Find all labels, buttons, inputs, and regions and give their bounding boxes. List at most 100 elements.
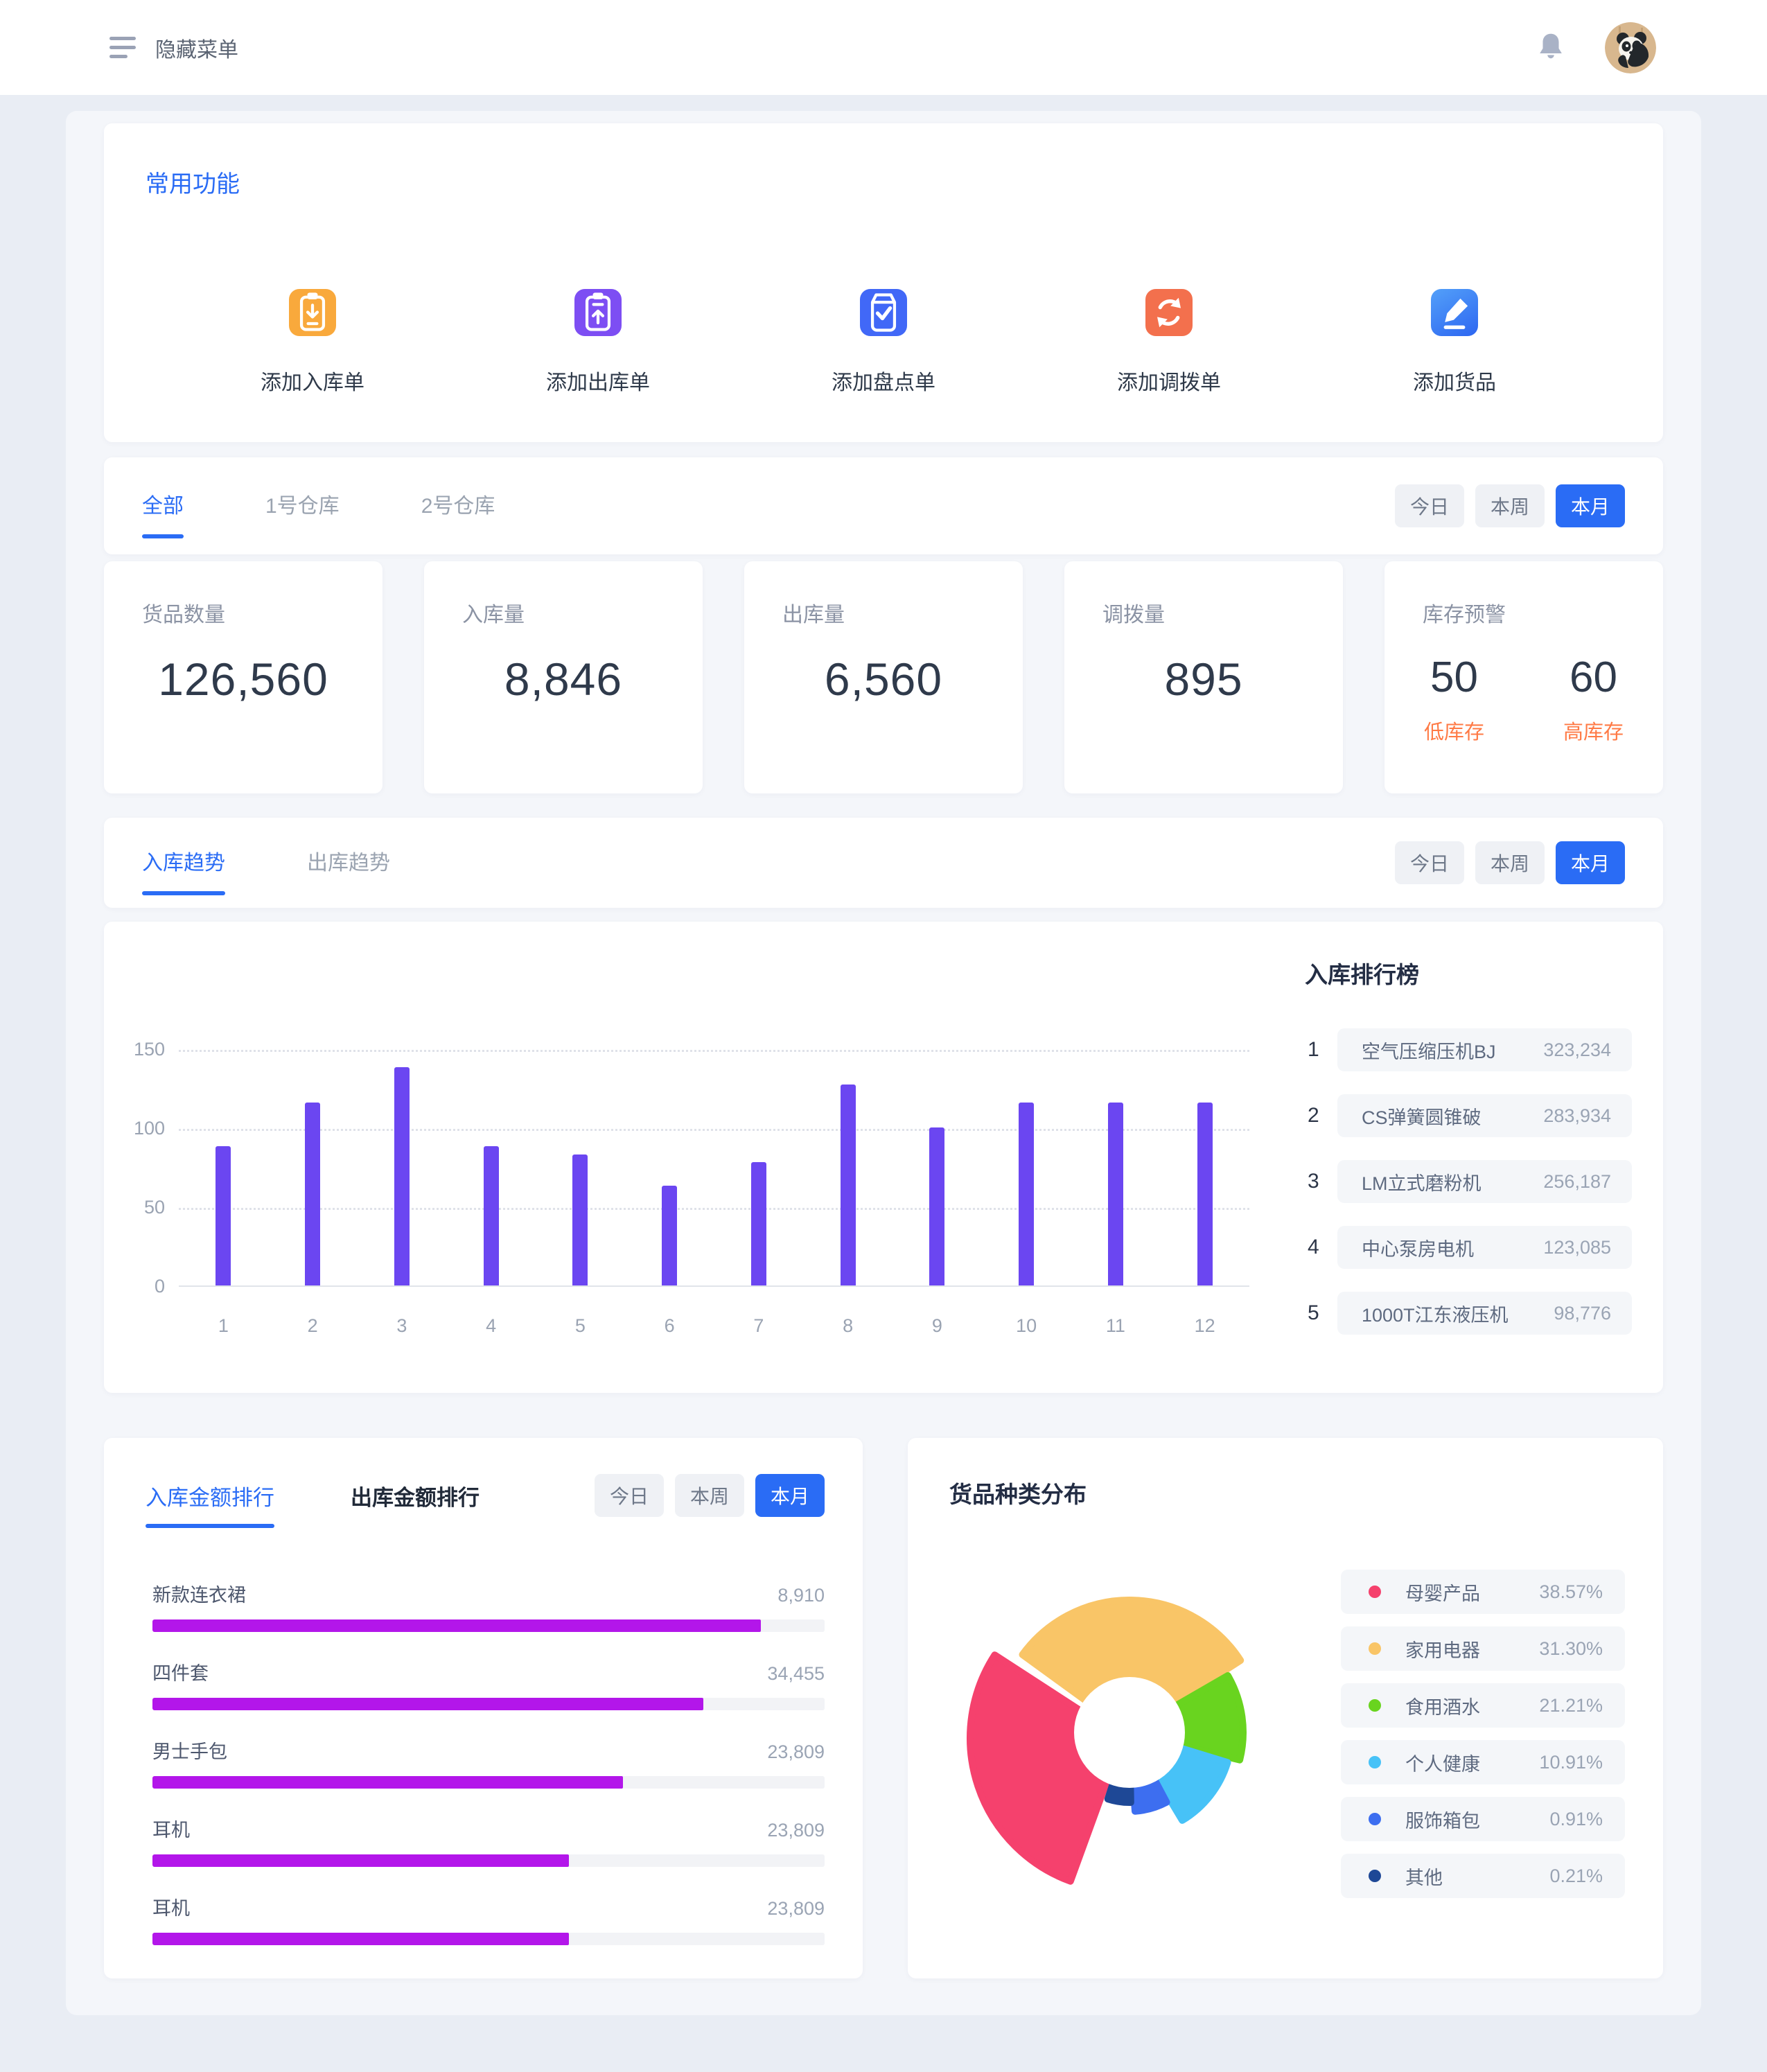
tab-inbound-amount-ranking[interactable]: 入库金额排行 [146,1480,274,1528]
legend-dot [1369,1813,1381,1825]
trend-bar [662,1186,678,1285]
amount-label: 耳机 [152,1820,190,1841]
tab-outbound-trend[interactable]: 出库趋势 [307,852,390,875]
quick-action-add-outbound-order[interactable]: 添加出库单 [455,289,741,396]
quick-actions-title: 常用功能 [146,171,240,197]
tab-inbound-trend[interactable]: 入库趋势 [142,845,225,895]
quick-action-add-inbound-order[interactable]: 添加入库单 [170,289,455,396]
range-week-button[interactable]: 本周 [1475,841,1545,884]
ranking-row: 2 CS弹簧圆锥破 283,934 [1299,1094,1632,1137]
trend-bar [216,1146,231,1285]
bar-slot [625,1050,714,1285]
quick-action-add-transfer-order[interactable]: 添加调拨单 [1026,289,1312,396]
x-tick-label: 4 [486,1315,497,1336]
topbar: 隐藏菜单 [0,0,1767,95]
bell-icon[interactable] [1535,30,1567,65]
tab-all-warehouses[interactable]: 全部 [142,489,184,538]
trend-bar [1019,1102,1035,1285]
range-today-button[interactable]: 今日 [594,1474,664,1517]
legend-dot [1369,1699,1381,1712]
trend-bar [483,1146,499,1285]
tab-warehouse-1[interactable]: 1号仓库 [265,495,340,518]
range-month-button[interactable]: 本月 [1555,484,1625,527]
ranking-row: 4 中心泵房电机 123,085 [1299,1226,1632,1269]
inbound-ranking-panel: 入库排行榜 1 空气压缩压机BJ 323,234 2 CS弹簧圆锥破 283, [1299,956,1632,1358]
quick-action-label: 添加调拨单 [1117,371,1221,394]
legend-dot [1369,1756,1381,1768]
amount-value: 23,809 [767,1898,825,1919]
clipboard-arrow-up-icon [574,289,622,336]
ranking-value: 323,234 [1543,1039,1611,1060]
stat-card-stock-warning: 库存预警 50 低库存 60 高库存 [1384,561,1663,793]
tab-outbound-amount-ranking[interactable]: 出库金额排行 [351,1485,480,1510]
hamburger-icon [109,37,136,58]
range-month-button[interactable]: 本月 [1555,841,1625,884]
chart-plot-area [179,1050,1249,1287]
amount-value: 34,455 [767,1663,825,1684]
panda-avatar[interactable] [1605,21,1656,73]
stat-label: 入库量 [462,604,525,626]
quick-action-add-stocktake-order[interactable]: 添加盘点单 [741,289,1026,396]
range-today-button[interactable]: 今日 [1394,484,1464,527]
warehouse-tabs-strip: 全部 1号仓库 2号仓库 今日 本周 本月 [104,457,1663,554]
pie-slice-母婴产品 [967,1651,1126,1885]
amount-value: 23,809 [767,1741,825,1762]
legend-row: 个人健康 10.91% [1341,1740,1625,1784]
stat-label: 调拨量 [1102,604,1165,626]
x-tick-label: 10 [1016,1315,1037,1336]
bar-slot [714,1050,804,1285]
trend-bar [750,1162,766,1285]
amount-bar-fill [152,1698,704,1710]
stat-label: 货品数量 [142,604,225,626]
stat-card-goods-count: 货品数量 126,560 [104,561,383,793]
x-tick-label: 12 [1194,1315,1215,1336]
amount-range-buttons: 今日 本周 本月 [594,1474,825,1517]
amount-bar-track [152,1619,825,1632]
range-week-button[interactable]: 本周 [1475,484,1545,527]
x-tick-label: 2 [307,1315,318,1336]
range-today-button[interactable]: 今日 [1394,841,1464,884]
hide-menu-toggle[interactable]: 隐藏菜单 [109,33,238,63]
amount-row: 男士手包 23,809 [152,1737,825,1789]
trend-bar [1197,1102,1213,1285]
legend-row: 家用电器 31.30% [1341,1626,1625,1671]
ranking-row: 3 LM立式磨粉机 256,187 [1299,1160,1632,1203]
bar-slot [268,1050,358,1285]
amount-label: 新款连衣裙 [152,1585,246,1606]
high-stock-label: 高库存 [1563,721,1624,744]
legend-percent: 31.30% [1539,1638,1603,1659]
bar-slot [803,1050,893,1285]
quick-action-label: 添加出库单 [546,371,650,394]
bar-slot [1160,1050,1249,1285]
amount-label: 四件套 [152,1663,209,1684]
inbound-ranking-title: 入库排行榜 [1305,962,1419,987]
x-tick-label: 8 [843,1315,854,1336]
stat-card-outbound: 出库量 6,560 [744,561,1023,793]
low-stock-block: 50 低库存 [1384,653,1524,745]
quick-actions-card: 常用功能 添加入库单 添加出库单 [104,123,1663,442]
range-month-button[interactable]: 本月 [755,1474,825,1517]
bar-slot [446,1050,536,1285]
legend-percent: 0.91% [1549,1808,1603,1829]
y-tick-label: 0 [154,1276,165,1297]
x-tick-label: 9 [931,1315,942,1336]
stat-value: 126,560 [158,653,328,705]
stat-card-transfer: 调拨量 895 [1064,561,1343,793]
trend-bar [929,1127,945,1285]
tab-warehouse-2[interactable]: 2号仓库 [421,495,495,518]
trend-bar [572,1154,588,1285]
legend-label: 食用酒水 [1405,1696,1480,1718]
legend-percent: 38.57% [1539,1581,1603,1602]
quick-action-add-goods[interactable]: 添加货品 [1312,289,1597,396]
inbound-ranking-list: 1 空气压缩压机BJ 323,234 2 CS弹簧圆锥破 283,934 [1299,1028,1632,1335]
legend-label: 服饰箱包 [1405,1810,1480,1832]
pie-slice-家用电器 [1019,1597,1245,1736]
amount-bar-track [152,1933,825,1945]
low-stock-label: 低库存 [1423,721,1484,744]
range-week-button[interactable]: 本周 [674,1474,744,1517]
category-rose-pie-chart [967,1597,1247,1885]
trend-tabs-strip: 入库趋势 出库趋势 今日 本周 本月 [104,818,1663,908]
amount-bar-track [152,1698,825,1710]
x-tick-label: 5 [574,1315,586,1336]
